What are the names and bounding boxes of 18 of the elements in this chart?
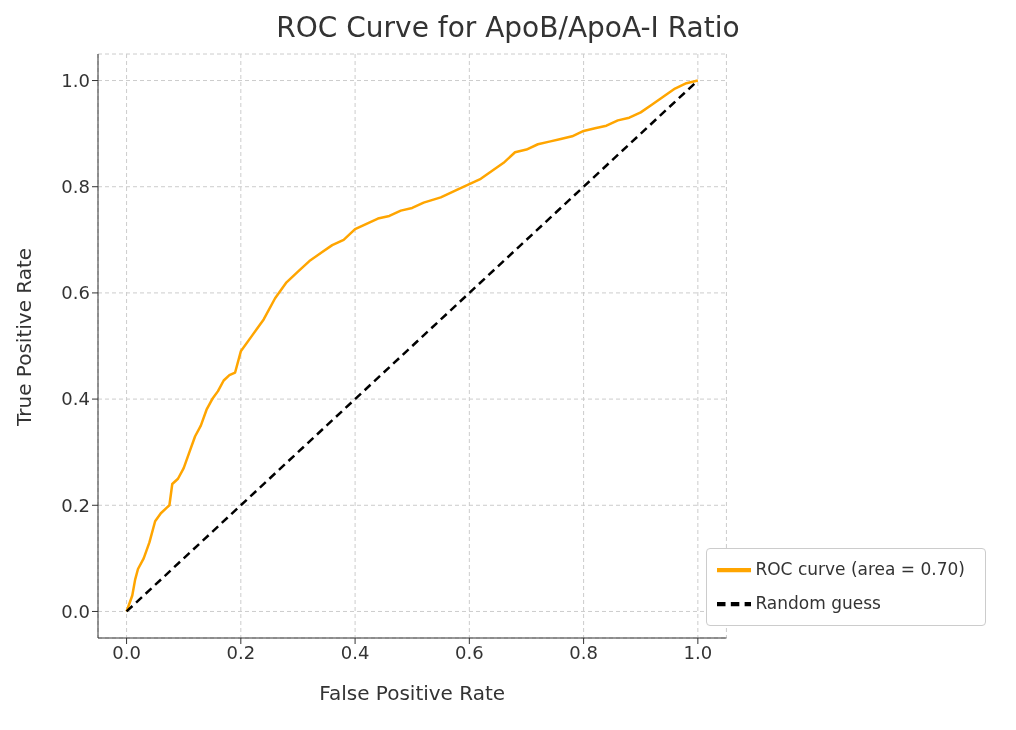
y-tick-label: 0.6	[61, 282, 90, 304]
y-tick-label: 1.0	[61, 69, 90, 91]
y-tick-label: 0.2	[61, 494, 90, 516]
legend-label: Random guess	[755, 593, 881, 613]
y-tick-label: 0.8	[61, 176, 90, 198]
x-axis-title: False Positive Rate	[319, 681, 506, 705]
x-tick-label: 0.0	[112, 641, 141, 663]
x-tick-label: 0.4	[340, 641, 370, 663]
y-axis-title: True Positive Rate	[12, 247, 37, 427]
y-tick-label: 0.0	[61, 600, 90, 622]
x-tick-label: 0.6	[455, 641, 484, 663]
chart-title: ROC Curve for ApoB/ApoA-I Ratio	[275, 10, 741, 46]
y-tick-label: 0.4	[61, 388, 90, 410]
line-series	[125, 79, 700, 613]
x-tick-label: 0.8	[569, 641, 598, 663]
legend-label: ROC curve (area = 0.70)	[755, 559, 965, 579]
x-tick-label: 1.0	[683, 641, 713, 663]
x-tick-label: 0.2	[226, 641, 256, 663]
